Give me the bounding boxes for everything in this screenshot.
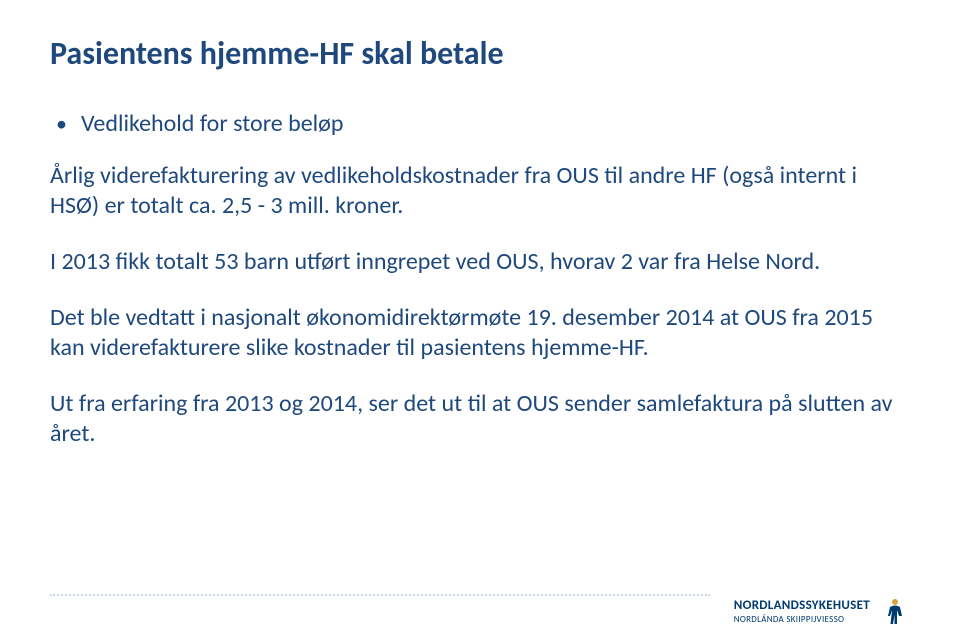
dotted-rule	[50, 594, 710, 604]
slide-footer: NORDLANDSSYKEHUSET NORDLÁNDA SKIIPPIJVIE…	[50, 594, 910, 626]
bullet-text: Vedlikehold for store beløp	[81, 109, 344, 139]
paragraph-3: Det ble vedtatt i nasjonalt økonomidirek…	[50, 303, 910, 363]
page-title: Pasientens hjemme-HF skal betale	[50, 34, 910, 73]
hospital-logo: NORDLANDSSYKEHUSET NORDLÁNDA SKIIPPIJVIE…	[734, 596, 910, 626]
bullet-dot-icon: •	[56, 109, 67, 139]
logo-text-block: NORDLANDSSYKEHUSET NORDLÁNDA SKIIPPIJVIE…	[734, 598, 870, 625]
paragraph-1: Årlig viderefakturering av vedlikeholdsk…	[50, 161, 910, 221]
bullet-item: • Vedlikehold for store beløp	[50, 109, 910, 139]
logo-main-text: NORDLANDSSYKEHUSET	[734, 598, 870, 613]
figure-icon	[880, 596, 910, 626]
paragraph-4: Ut fra erfaring fra 2013 og 2014, ser de…	[50, 389, 910, 449]
paragraph-2: I 2013 fikk totalt 53 barn utført inngre…	[50, 247, 910, 277]
slide: Pasientens hjemme-HF skal betale • Vedli…	[0, 0, 960, 640]
logo-sub-text: NORDLÁNDA SKIIPPIJVIESSO	[734, 614, 870, 625]
